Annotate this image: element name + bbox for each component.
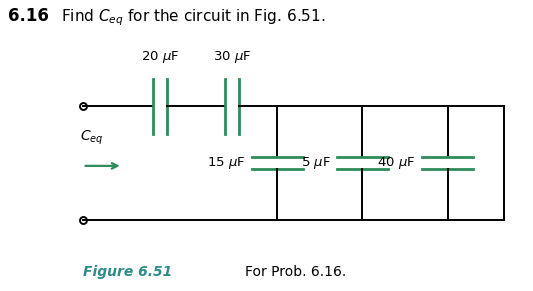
Text: 5 $\mu$F: 5 $\mu$F [301, 155, 330, 171]
Text: 6.16: 6.16 [8, 7, 49, 25]
Text: 20 $\mu$F: 20 $\mu$F [141, 49, 179, 65]
Text: Find $C_{eq}$ for the circuit in Fig. 6.51.: Find $C_{eq}$ for the circuit in Fig. 6.… [61, 7, 326, 28]
Text: 15 $\mu$F: 15 $\mu$F [207, 155, 245, 171]
Text: 30 $\mu$F: 30 $\mu$F [213, 49, 251, 65]
Text: $C_{eq}$: $C_{eq}$ [80, 129, 103, 147]
Text: 40 $\mu$F: 40 $\mu$F [377, 155, 416, 171]
Text: Figure 6.51: Figure 6.51 [83, 265, 172, 279]
Text: For Prob. 6.16.: For Prob. 6.16. [245, 265, 346, 279]
